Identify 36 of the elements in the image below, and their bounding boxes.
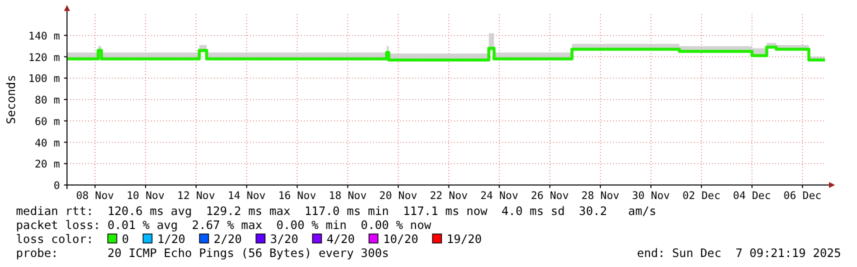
text: probe: 20 ICMP Echo Pings (56 Bytes) every 300s [16,246,389,260]
x-tick-label: 22 Nov [430,190,468,202]
y-axis-title: Seconds [4,74,18,124]
y-tick-label: 40 m [34,137,60,150]
x-tick-label: 18 Nov [328,190,367,202]
x-tick-label: 02 Dec [682,190,720,202]
x-tick-label: 08 Nov [76,190,114,202]
y-tick-label: 60 m [34,116,60,128]
x-tick-label: 12 Nov [177,190,216,202]
x-tick-label: 20 Nov [379,190,418,202]
x-tick-label: 04 Dec [733,190,771,202]
text: packet loss: 0.01 % avg 2.67 % max 0.00 % min 0.00 % now [16,218,432,232]
text: median rtt: 120.6 ms avg 129.2 ms max 117.0 ms min 117.1 ms now 4.0 ms sd 30.2 am/s [16,204,656,218]
x-tick-label: 10 Nov [126,190,165,202]
y-tick-label: 80 m [34,94,60,106]
y-tick-label: 0 [54,180,60,192]
legend-label: 3/20 [270,232,298,246]
x-tick-label: 16 Nov [278,190,316,202]
x-tick-label: 26 Nov [530,190,569,202]
legend-label: 0 [122,232,129,246]
x-tick-label: 24 Nov [480,190,518,202]
legend-title: loss color: [16,232,94,246]
x-tick-label: 06 Dec [784,190,822,202]
text: end: Sun Dec 7 09:21:19 2025 [636,246,841,260]
y-tick-label: 100 m [28,73,60,86]
x-tick-label: 14 Nov [228,190,266,202]
x-tick-label: 28 Nov [581,190,620,202]
legend-label: 10/20 [383,232,418,246]
y-tick-label: 20 m [34,158,60,171]
y-tick-label: 120 m [28,52,60,64]
legend-label: 4/20 [326,232,355,246]
y-tick-label: 140 m [28,30,60,42]
legend-label: 2/20 [214,232,242,246]
legend-label: 1/20 [157,232,186,246]
legend-label: 19/20 [446,232,482,246]
x-tick-label: 30 Nov [632,190,670,202]
